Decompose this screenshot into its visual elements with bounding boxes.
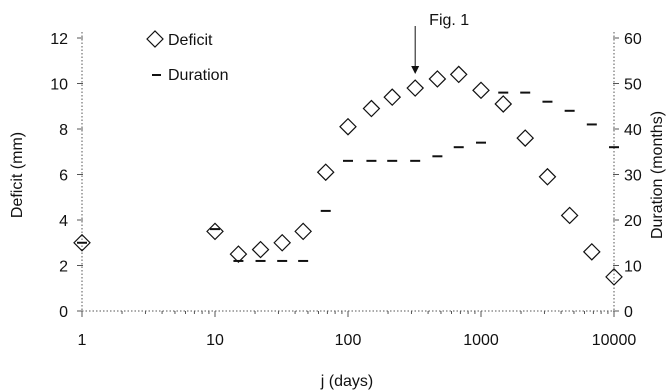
deficit-point <box>494 95 513 113</box>
deficit-point <box>316 163 335 182</box>
deficit-point <box>273 233 292 252</box>
deficit-point <box>229 245 248 263</box>
y-left-tick-label: 12 <box>50 31 68 48</box>
y-right-axis-title: Duration (months) <box>649 111 666 239</box>
y-right-tick-label: 50 <box>624 77 642 94</box>
deficit-point <box>339 117 357 136</box>
legend-deficit-label: Deficit <box>168 32 213 49</box>
y-left-axis-title: Deficit (mm) <box>9 132 26 218</box>
annotation: Fig. 1 <box>411 12 469 74</box>
annotation-arrow-head <box>411 66 420 74</box>
deficit-point <box>428 70 447 88</box>
deficit-point <box>406 79 425 97</box>
deficit-point <box>251 240 270 259</box>
marks <box>73 65 623 286</box>
y-left-tick-label: 2 <box>59 259 68 276</box>
y-left-tick-label: 10 <box>50 77 68 94</box>
deficit-point <box>560 206 579 225</box>
x-tick-label: 1 <box>78 332 87 349</box>
y-right-tick-label: 20 <box>624 213 642 230</box>
annotation-label: Fig. 1 <box>429 12 469 29</box>
y-left-tick-label: 6 <box>59 168 68 185</box>
x-axis-title: j (days) <box>320 373 373 390</box>
deficit-point <box>383 88 402 106</box>
y-right-tick-label: 60 <box>624 31 642 48</box>
deficit-point <box>472 81 490 100</box>
x-tick-label: 10 <box>206 332 224 349</box>
axes: 0 2 4 6 8 10 12 0 10 20 30 40 50 60 1 10 100 1000 10000 <box>50 31 642 349</box>
y-right-tick-label: 10 <box>624 259 642 276</box>
y-right-tick-label: 30 <box>624 168 642 185</box>
deficit-point <box>449 65 468 84</box>
legend-deficit-marker <box>146 30 164 48</box>
y-right-tick-label: 40 <box>624 122 642 139</box>
deficit-point <box>582 243 601 261</box>
x-tick-label: 10000 <box>592 332 637 349</box>
legend-duration-label: Duration <box>168 67 228 84</box>
deficit-point <box>538 167 557 186</box>
y-left-tick-label: 4 <box>59 213 68 230</box>
deficit-point <box>605 268 623 286</box>
deficit-point <box>294 222 312 241</box>
deficit-point <box>73 233 91 252</box>
deficit-point <box>206 222 224 241</box>
legend: Deficit Duration <box>146 30 228 84</box>
x-tick-label: 1000 <box>463 332 499 349</box>
y-left-tick-label: 0 <box>59 304 68 321</box>
y-left-tick-label: 8 <box>59 122 68 139</box>
deficit-point <box>362 99 381 118</box>
y-right-tick-label: 0 <box>624 304 633 321</box>
x-tick-label: 100 <box>335 332 362 349</box>
deficit-point <box>516 129 535 147</box>
